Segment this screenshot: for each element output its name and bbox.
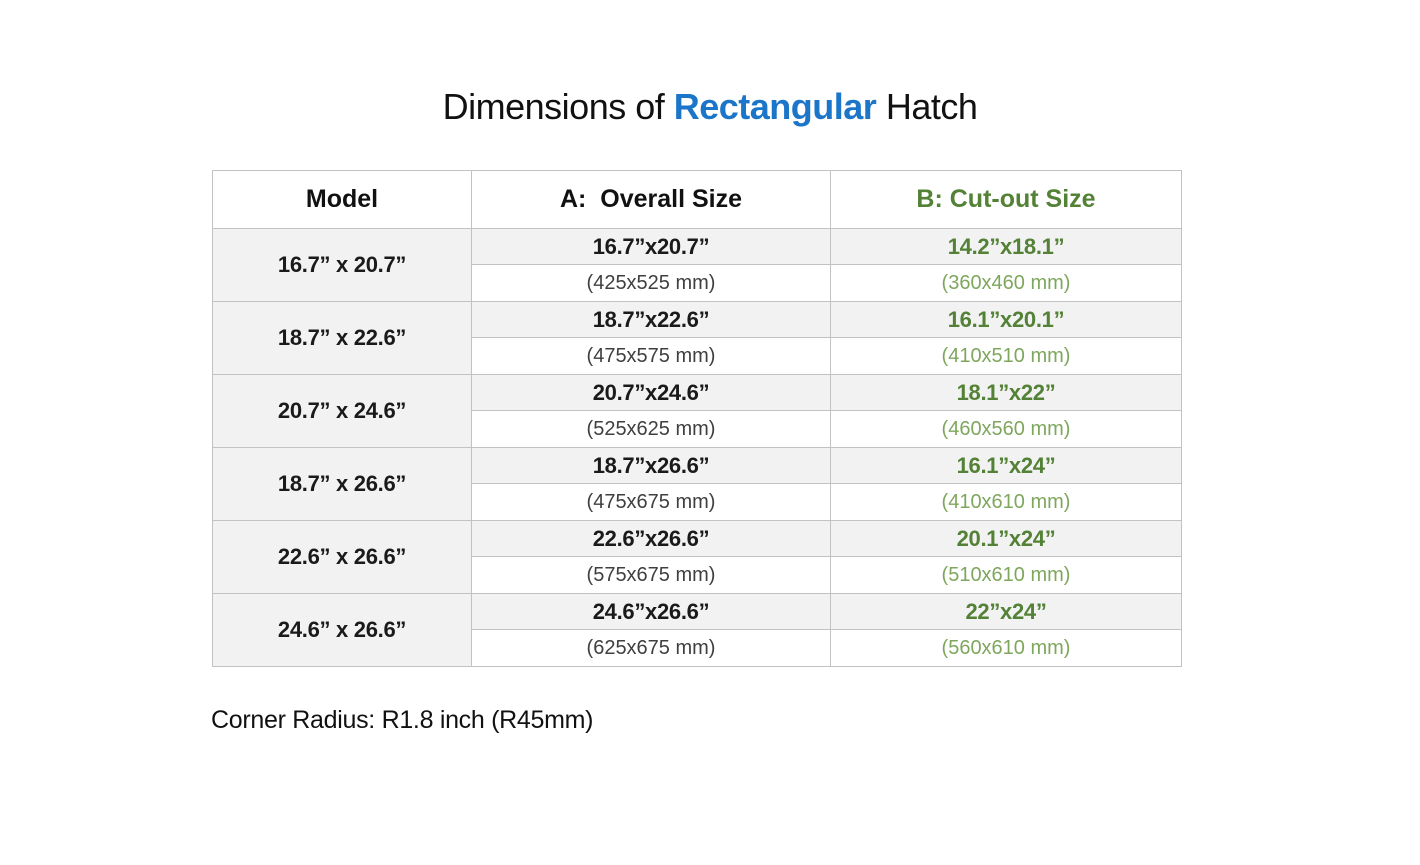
page-title-prefix: Dimensions of	[442, 86, 674, 127]
dimensions-table-container: Model A: Overall Size B: Cut-out Size 16…	[212, 170, 1182, 667]
column-header-overall-size: A: Overall Size	[471, 170, 831, 229]
cutout-size-mm: (460x560 mm)	[830, 410, 1182, 448]
overall-size-mm: (475x675 mm)	[471, 483, 831, 521]
column-header-model: Model	[212, 170, 472, 229]
table-header-row: Model A: Overall Size B: Cut-out Size	[212, 170, 1182, 229]
overall-size-inch: 24.6”x26.6”	[471, 593, 831, 630]
model-cell: 24.6” x 26.6”	[212, 593, 472, 667]
dimensions-table: Model A: Overall Size B: Cut-out Size 16…	[212, 170, 1182, 667]
cutout-size-inch: 16.1”x20.1”	[830, 301, 1182, 338]
model-cell: 18.7” x 22.6”	[212, 301, 472, 375]
table-row-mm: (625x675 mm) (560x610 mm)	[213, 629, 1182, 667]
table-row-mm: (575x675 mm) (510x610 mm)	[213, 556, 1182, 594]
table-row-mm: (425x525 mm) (360x460 mm)	[213, 264, 1182, 302]
table-row: 18.7” x 26.6” 18.7”x26.6” 16.1”x24”	[212, 447, 1182, 521]
cutout-size-mm: (510x610 mm)	[830, 556, 1182, 594]
table-row: 20.7” x 24.6” 20.7”x24.6” 18.1”x22”	[212, 374, 1182, 448]
cutout-size-mm: (410x510 mm)	[830, 337, 1182, 375]
table-row: 24.6” x 26.6” 24.6”x26.6” 22”x24”	[212, 593, 1182, 667]
cutout-size-inch: 14.2”x18.1”	[830, 228, 1182, 265]
cutout-size-mm: (360x460 mm)	[830, 264, 1182, 302]
model-cell: 18.7” x 26.6”	[212, 447, 472, 521]
cutout-size-inch: 18.1”x22”	[830, 374, 1182, 411]
overall-size-mm: (425x525 mm)	[471, 264, 831, 302]
table-row-mm: (475x575 mm) (410x510 mm)	[213, 337, 1182, 375]
column-header-cutout-size: B: Cut-out Size	[830, 170, 1182, 229]
model-cell: 22.6” x 26.6”	[212, 520, 472, 594]
cutout-size-inch: 22”x24”	[830, 593, 1182, 630]
model-cell: 16.7” x 20.7”	[212, 228, 472, 302]
cutout-size-inch: 16.1”x24”	[830, 447, 1182, 484]
overall-size-inch: 18.7”x26.6”	[471, 447, 831, 484]
model-cell: 20.7” x 24.6”	[212, 374, 472, 448]
overall-size-inch: 16.7”x20.7”	[471, 228, 831, 265]
overall-size-inch: 20.7”x24.6”	[471, 374, 831, 411]
table-row: 22.6” x 26.6” 22.6”x26.6” 20.1”x24”	[212, 520, 1182, 594]
overall-size-mm: (475x575 mm)	[471, 337, 831, 375]
corner-radius-note: Corner Radius: R1.8 inch (R45mm)	[211, 706, 594, 734]
cutout-size-inch: 20.1”x24”	[830, 520, 1182, 557]
table-row-mm: (525x625 mm) (460x560 mm)	[213, 410, 1182, 448]
table-row: 16.7” x 20.7” 16.7”x20.7” 14.2”x18.1”	[212, 228, 1182, 302]
cutout-size-mm: (560x610 mm)	[830, 629, 1182, 667]
page-title-highlight: Rectangular	[673, 86, 877, 127]
overall-size-inch: 22.6”x26.6”	[471, 520, 831, 557]
overall-size-inch: 18.7”x22.6”	[471, 301, 831, 338]
overall-size-mm: (525x625 mm)	[471, 410, 831, 448]
table-row: 18.7” x 22.6” 18.7”x22.6” 16.1”x20.1”	[212, 301, 1182, 375]
overall-size-mm: (625x675 mm)	[471, 629, 831, 667]
overall-size-mm: (575x675 mm)	[471, 556, 831, 594]
table-row-mm: (475x675 mm) (410x610 mm)	[213, 483, 1182, 521]
page-title: Dimensions of Rectangular Hatch	[0, 86, 1420, 128]
cutout-size-mm: (410x610 mm)	[830, 483, 1182, 521]
page-title-suffix: Hatch	[876, 86, 978, 127]
